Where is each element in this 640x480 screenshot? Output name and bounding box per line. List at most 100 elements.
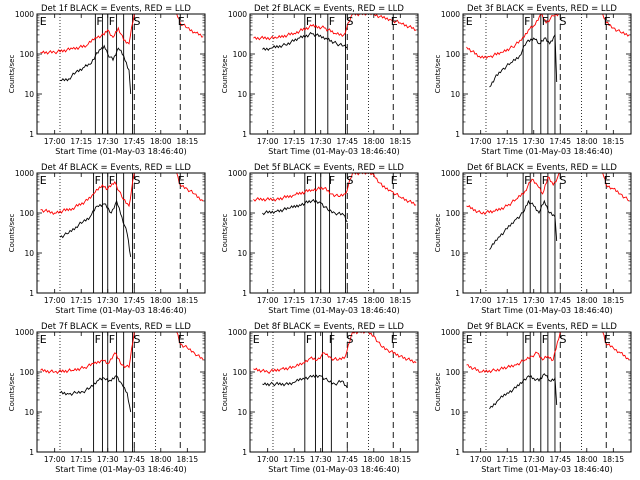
x-tick-label: 17:45 [549, 455, 571, 464]
x-tick-label: 17:00 [44, 137, 66, 146]
marker-letter: F [329, 174, 335, 187]
y-tick-label: 1000 [441, 328, 460, 337]
y-tick-label: 1 [29, 130, 34, 139]
marker-letter: S [559, 15, 566, 28]
x-axis-label: Start Time (01-May-03 18:46:40) [481, 306, 612, 315]
panel-title: Det 7f BLACK = Events, RED = LLD [41, 322, 191, 332]
lld-series-line [602, 14, 630, 37]
detector-panel: Det 6f BLACK = Events, RED = LLD Counts/s… [434, 163, 632, 315]
y-tick-label: 10 [450, 90, 460, 99]
x-axis-label: Start Time (01-May-03 18:46:40) [55, 465, 186, 474]
y-tick-label: 1 [242, 289, 247, 298]
x-tick-label: 17:30 [310, 296, 332, 305]
marker-letter: F [109, 15, 115, 28]
y-tick-label: 1000 [15, 328, 34, 337]
panel-series [253, 14, 417, 51]
marker-letter: S [559, 174, 566, 187]
x-tick-label: 17:00 [470, 296, 492, 305]
x-tick-label: 17:30 [523, 296, 545, 305]
y-tick-label: 1000 [15, 10, 34, 19]
x-tick-label: 18:00 [576, 455, 598, 464]
x-tick-label: 18:15 [603, 455, 625, 464]
marker-letter: S [559, 333, 566, 346]
x-tick-label: 18:00 [363, 455, 385, 464]
panel-frame [36, 172, 206, 294]
lld-series-line [253, 332, 417, 374]
marker-letter: F [542, 333, 548, 346]
x-tick-label: 17:30 [523, 137, 545, 146]
events-series-line [489, 199, 558, 251]
x-tick-label: 17:30 [97, 296, 119, 305]
x-tick-label: 18:00 [363, 296, 385, 305]
x-tick-label: 17:00 [470, 455, 492, 464]
x-tick-label: 18:00 [363, 137, 385, 146]
events-series-line [262, 31, 348, 51]
y-tick-label: 1 [242, 448, 247, 457]
y-tick-label: 1 [455, 289, 460, 298]
x-tick-label: 17:30 [523, 455, 545, 464]
y-axis-label: Counts/sec [221, 214, 229, 253]
y-axis-label: Counts/sec [434, 55, 442, 94]
marker-letter: S [346, 174, 353, 187]
x-tick-label: 17:15 [283, 296, 305, 305]
x-tick-label: 18:00 [150, 137, 172, 146]
lld-series-line [40, 332, 135, 375]
x-tick-label: 17:15 [70, 455, 92, 464]
detector-panel: Det 4f BLACK = Events, RED = LLD Counts/s… [8, 163, 206, 315]
x-tick-label: 18:00 [150, 455, 172, 464]
x-axis-label: Start Time (01-May-03 18:46:40) [55, 147, 186, 156]
detector-panel: Det 8f BLACK = Events, RED = LLD Counts/s… [221, 322, 419, 474]
x-tick-label: 17:45 [123, 296, 145, 305]
marker-letter: E [253, 333, 260, 346]
marker-letter: F [306, 333, 312, 346]
x-tick-label: 17:45 [336, 137, 358, 146]
lld-series-line [176, 173, 204, 202]
panel-title: Det 1f BLACK = Events, RED = LLD [41, 4, 191, 14]
detector-panel: Det 7f BLACK = Events, RED = LLD Counts/s… [8, 322, 206, 474]
x-tick-label: 18:15 [603, 296, 625, 305]
x-tick-label: 18:00 [576, 296, 598, 305]
panel-frame [462, 172, 632, 294]
x-tick-label: 17:45 [123, 137, 145, 146]
panel-markers [485, 332, 607, 452]
y-tick-label: 100 [446, 368, 461, 377]
y-tick-label: 1000 [15, 169, 34, 178]
marker-letter: S [133, 15, 140, 28]
events-series-line [59, 375, 132, 413]
panel-series [253, 173, 417, 223]
marker-letter: E [40, 15, 47, 28]
y-tick-label: 100 [446, 50, 461, 59]
y-tick-label: 100 [233, 50, 248, 59]
events-series-line [59, 199, 132, 257]
y-tick-label: 10 [24, 249, 34, 258]
x-tick-label: 17:00 [470, 137, 492, 146]
y-tick-label: 100 [20, 50, 35, 59]
lld-series-line [40, 14, 135, 55]
marker-letter: E [391, 333, 398, 346]
lld-series-line [40, 173, 135, 216]
y-tick-label: 10 [450, 249, 460, 258]
marker-letter: E [604, 333, 611, 346]
lld-series-line [602, 173, 630, 202]
marker-letter: E [466, 333, 473, 346]
panel-series [40, 173, 204, 257]
x-axis-label: Start Time (01-May-03 18:46:40) [268, 147, 399, 156]
x-tick-label: 18:15 [390, 455, 412, 464]
y-tick-label: 10 [237, 408, 247, 417]
panel-series [466, 173, 630, 251]
x-tick-label: 17:30 [97, 455, 119, 464]
panel-markers [59, 14, 181, 134]
marker-letter: S [133, 333, 140, 346]
lld-series-line [253, 173, 417, 206]
lld-series-line [176, 332, 204, 361]
x-tick-label: 17:30 [310, 455, 332, 464]
marker-letter: E [391, 174, 398, 187]
panel-series [466, 14, 630, 88]
panel-series [253, 332, 417, 389]
lld-series-line [466, 332, 561, 374]
panel-frame [462, 13, 632, 135]
marker-letter: F [109, 333, 115, 346]
x-axis-label: Start Time (01-May-03 18:46:40) [55, 306, 186, 315]
panel-series [40, 332, 204, 413]
panel-frame [462, 331, 632, 453]
